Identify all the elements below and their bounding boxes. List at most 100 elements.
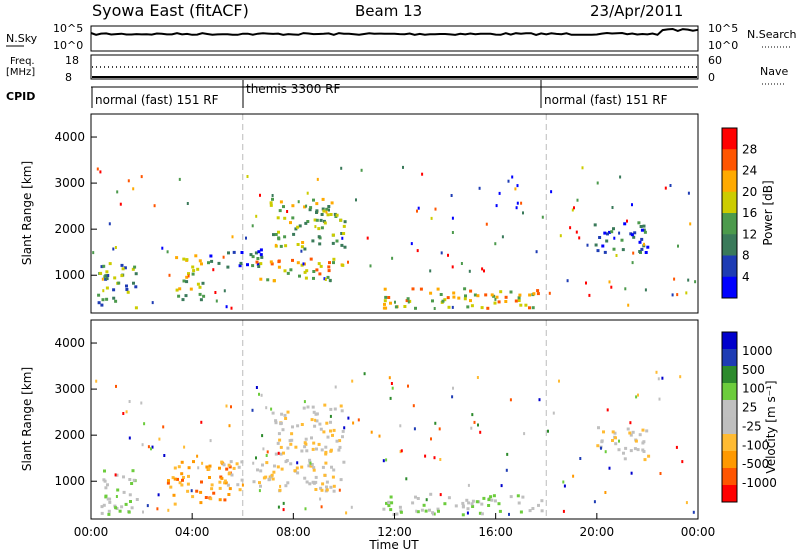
heatmap-cell	[269, 203, 273, 207]
heatmap-cell	[315, 268, 319, 272]
heatmap-cell	[464, 294, 467, 298]
heatmap-cell	[286, 271, 290, 275]
heatmap-cell	[407, 384, 409, 388]
heatmap-cell	[277, 505, 280, 509]
colorbar-swatch	[722, 451, 737, 469]
heatmap-cell	[335, 239, 339, 243]
heatmap-cell	[390, 501, 394, 505]
heatmap-cell	[541, 215, 544, 219]
heatmap-cell	[463, 287, 467, 291]
heatmap-cell	[626, 427, 630, 431]
heatmap-cell	[675, 445, 678, 449]
heatmap-cell	[477, 423, 479, 427]
heatmap-cell	[547, 429, 549, 433]
heatmap-cell	[171, 476, 175, 480]
freq-tick-top: 18	[65, 54, 79, 67]
heatmap-cell	[129, 500, 132, 503]
heatmap-cell	[312, 468, 316, 472]
heatmap-cell	[451, 265, 454, 269]
heatmap-cell	[282, 508, 285, 512]
heatmap-cell	[461, 505, 465, 509]
heatmap-cell	[300, 465, 304, 469]
heatmap-cell	[332, 484, 336, 488]
date-label: 23/Apr/2011	[590, 2, 683, 20]
heatmap-cell	[222, 463, 226, 467]
heatmap-cell	[271, 477, 275, 481]
heatmap-cell	[536, 292, 540, 296]
heatmap-cell	[146, 504, 149, 508]
heatmap-cell	[96, 167, 99, 171]
heatmap-cell	[100, 505, 104, 509]
velocity-heatmap	[95, 320, 695, 519]
heatmap-cell	[271, 194, 274, 197]
heatmap-cell	[612, 227, 615, 231]
freq-unit: [MHz]	[6, 67, 35, 78]
heatmap-cell	[528, 293, 532, 297]
heatmap-cell	[450, 194, 453, 197]
heatmap-cell	[424, 454, 427, 458]
heatmap-cell	[310, 418, 314, 422]
heatmap-cell	[621, 248, 625, 252]
heatmap-cell	[452, 386, 454, 390]
heatmap-cell	[187, 272, 190, 276]
heatmap-cell	[255, 214, 258, 218]
heatmap-cell	[439, 293, 443, 296]
heatmap-cell	[290, 438, 294, 442]
heatmap-cell	[124, 502, 128, 506]
heatmap-cell	[324, 461, 328, 465]
heatmap-cell	[343, 426, 346, 430]
heatmap-cell	[235, 462, 239, 466]
power-ylabel: Slant Range [km]	[20, 161, 34, 265]
heatmap-cell	[643, 458, 647, 462]
heatmap-cell	[516, 494, 520, 498]
heatmap-cell	[332, 257, 336, 261]
heatmap-cell	[383, 299, 387, 303]
heatmap-cell	[283, 216, 287, 220]
heatmap-cell	[685, 291, 688, 295]
heatmap-cell	[466, 511, 469, 515]
heatmap-cell	[416, 249, 419, 253]
heatmap-cell	[232, 250, 236, 254]
heatmap-cell	[284, 484, 288, 488]
heatmap-cell	[611, 439, 614, 442]
heatmap-cell	[106, 497, 110, 501]
heatmap-cell	[504, 300, 508, 303]
heatmap-cell	[470, 304, 474, 308]
heatmap-cell	[182, 476, 185, 479]
heatmap-cell	[391, 256, 394, 260]
ytick-label: 3000	[54, 176, 85, 190]
nsky-tick-bottom: 10^0	[53, 39, 83, 52]
heatmap-cell	[329, 279, 332, 283]
heatmap-cell	[158, 437, 161, 441]
heatmap-cell	[92, 251, 95, 255]
heatmap-cell	[311, 405, 315, 409]
heatmap-cell	[218, 480, 222, 484]
heatmap-cell	[120, 263, 124, 267]
colorbar-swatch	[722, 434, 737, 452]
heatmap-cell	[259, 469, 263, 473]
heatmap-cell	[259, 253, 263, 257]
heatmap-cell	[341, 263, 345, 267]
heatmap-cell	[509, 495, 513, 499]
heatmap-cell	[230, 306, 233, 310]
heatmap-cell	[175, 256, 179, 260]
heatmap-cell	[626, 219, 628, 223]
heatmap-cell	[210, 483, 214, 487]
heatmap-cell	[476, 376, 479, 379]
heatmap-cell	[608, 230, 611, 234]
heatmap-cell	[321, 465, 325, 469]
heatmap-cell	[499, 290, 503, 294]
heatmap-cell	[489, 495, 493, 499]
heatmap-cell	[535, 250, 538, 254]
heatmap-cell	[255, 260, 259, 264]
heatmap-cell	[331, 433, 334, 437]
heatmap-cell	[416, 209, 418, 213]
heatmap-cell	[196, 267, 200, 271]
heatmap-cell	[214, 291, 217, 294]
heatmap-cell	[481, 267, 484, 271]
heatmap-cell	[603, 250, 607, 254]
heatmap-cell	[318, 242, 322, 246]
heatmap-cell	[509, 290, 513, 294]
heatmap-cell	[572, 474, 575, 478]
heatmap-cell	[509, 398, 512, 402]
